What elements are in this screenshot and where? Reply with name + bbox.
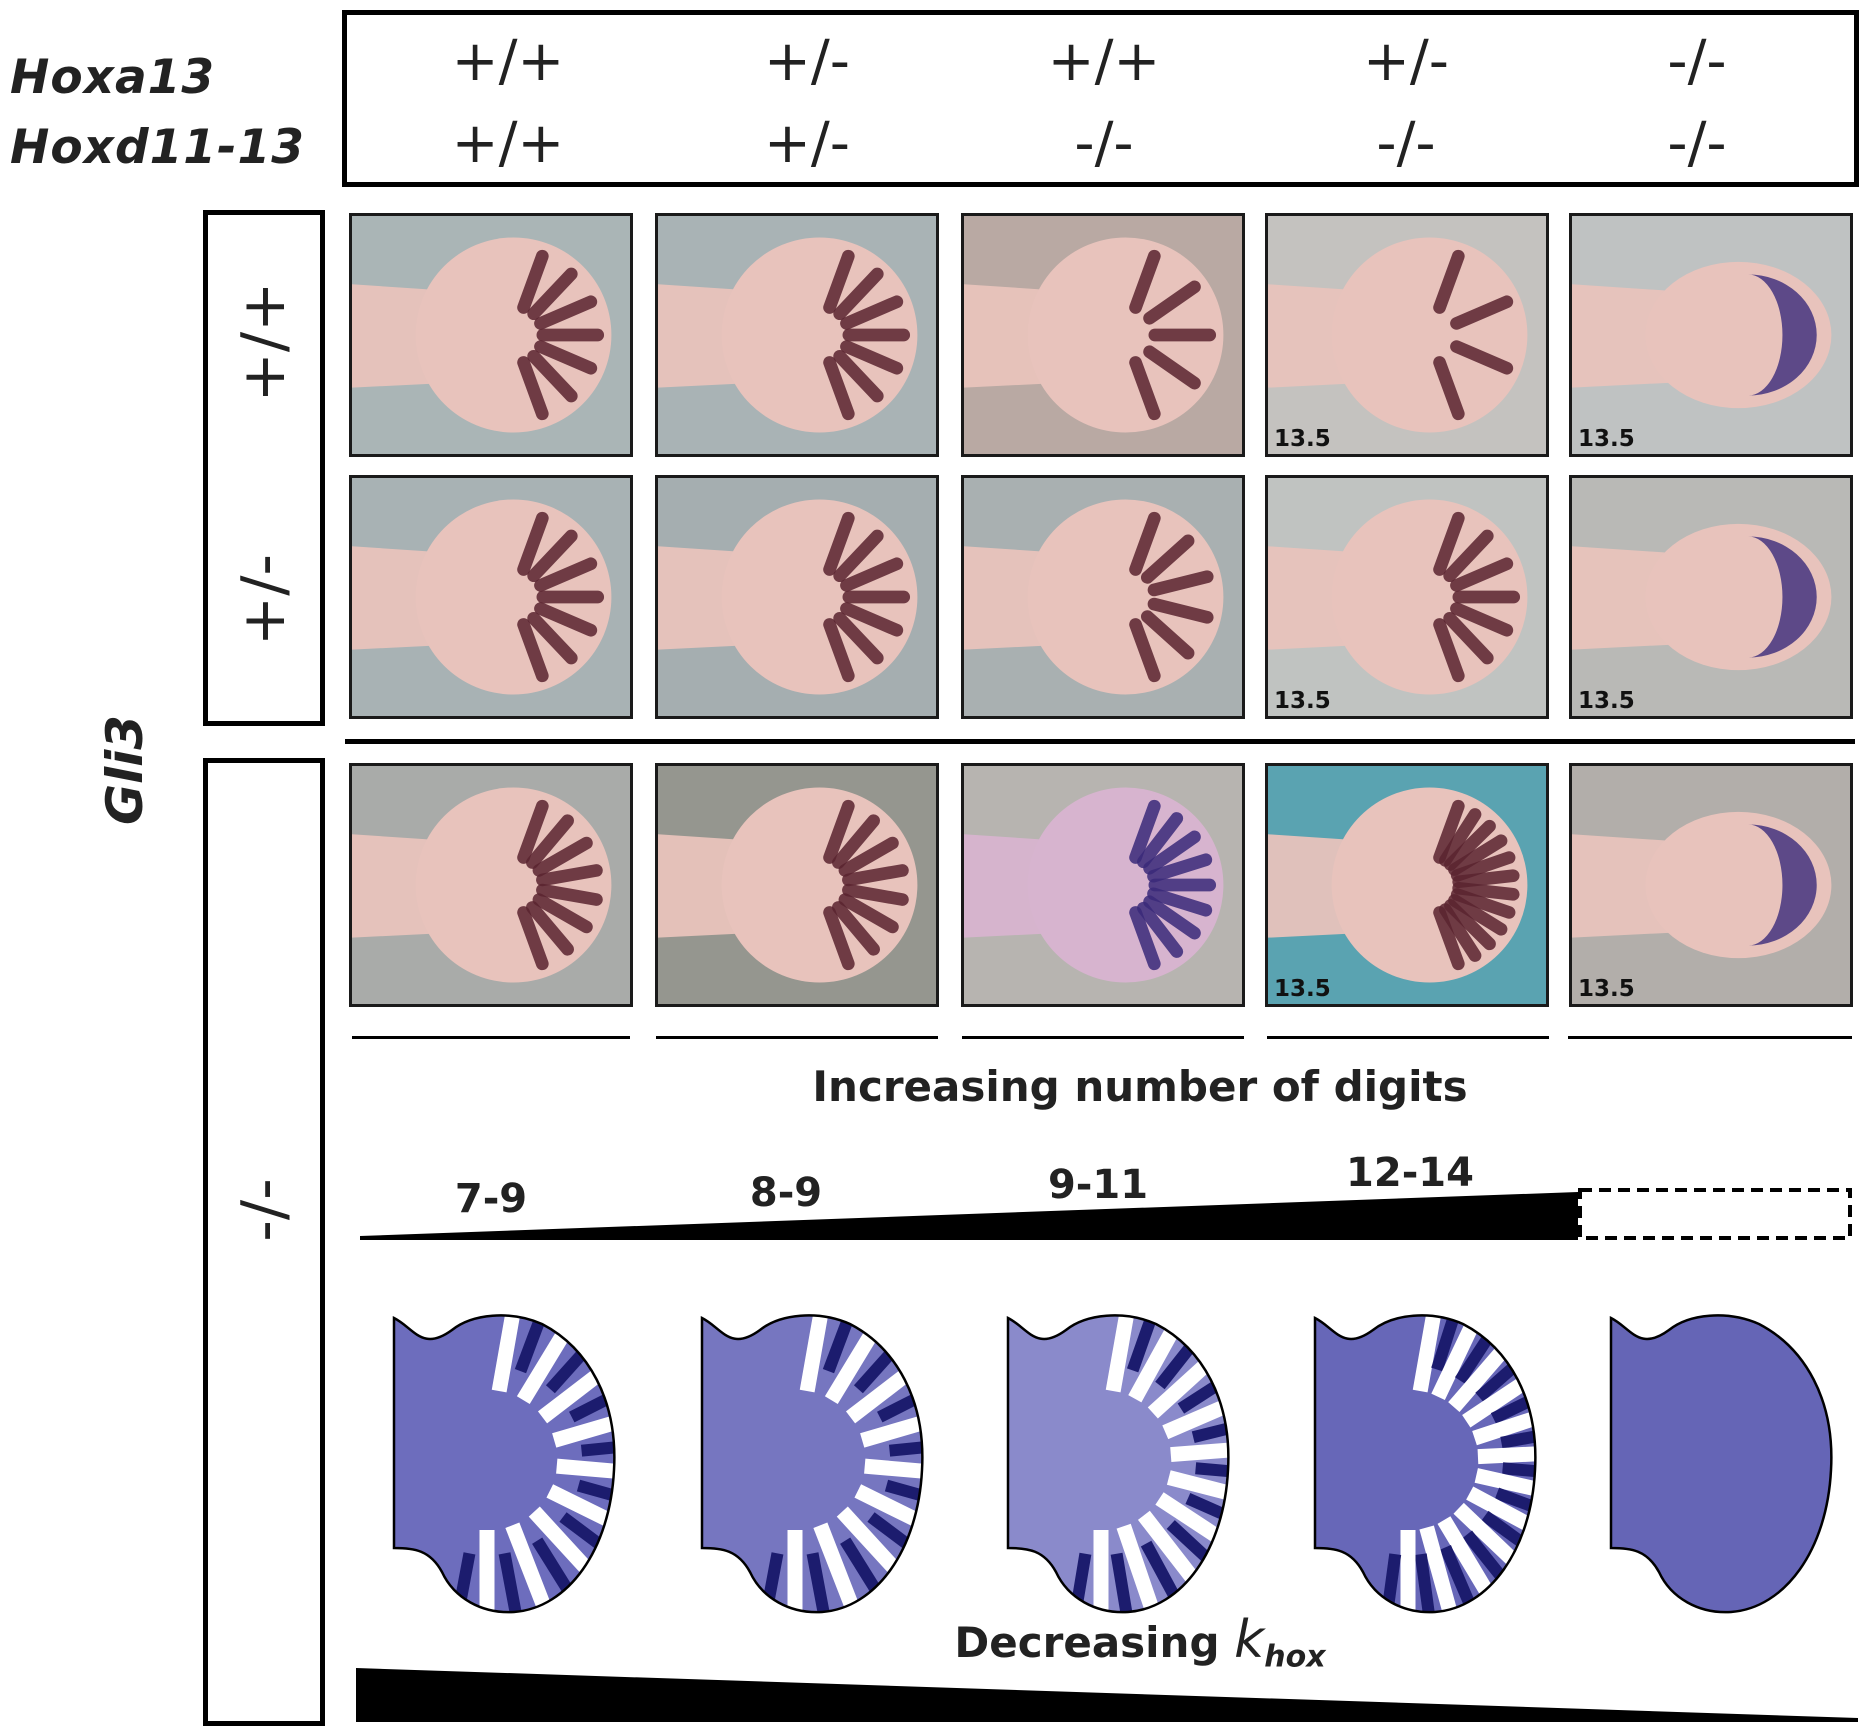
digits-dashed-box — [1578, 1188, 1852, 1240]
col2-hoxd-genotype: +/- — [764, 111, 850, 176]
digits-wedge — [360, 1192, 1578, 1240]
digit-range-2: 8-9 — [749, 1170, 823, 1216]
khox-symbol: k — [1234, 1610, 1265, 1670]
stage-label: 13.5 — [1274, 976, 1331, 1002]
limb-drawing — [1572, 261, 1832, 409]
simulation-shape-1 — [392, 1314, 616, 1614]
col3-hoxa13-genotype: +/+ — [1047, 29, 1161, 94]
hoxa13-gene-label: Hoxa13 — [10, 50, 216, 105]
limb-drawing — [658, 787, 918, 983]
limb-photo-r2-c4: 13.5 — [1265, 475, 1549, 719]
limb-drawing — [964, 237, 1224, 433]
limb-drawing — [964, 499, 1224, 695]
digit-range-1: 7-9 — [454, 1176, 528, 1222]
simulation-shape-4 — [1313, 1314, 1537, 1614]
limb-drawing — [1268, 237, 1528, 433]
col5-hoxd-genotype: -/- — [1667, 111, 1727, 176]
limb-photo-r3-c4: 13.5 — [1265, 763, 1549, 1007]
limb-drawing — [352, 787, 612, 983]
stage-label: 13.5 — [1578, 426, 1635, 452]
khox-prefix: Decreasing — [954, 1618, 1235, 1667]
khox-subscript: hox — [1264, 1639, 1326, 1675]
col4-hoxd-genotype: -/- — [1376, 111, 1436, 176]
stage-label: 13.5 — [1274, 688, 1331, 714]
digit-range-3: 9-11 — [1047, 1162, 1149, 1208]
limb-photo-r1-c1 — [349, 213, 633, 457]
col3-underline — [962, 1036, 1244, 1039]
limb-drawing — [1268, 787, 1528, 983]
limb-photo-r2-c1 — [349, 475, 633, 719]
digit-range-4: 12-14 — [1346, 1150, 1474, 1196]
limb-drawing — [658, 499, 918, 695]
limb-photo-r3-c3 — [961, 763, 1245, 1007]
col3-hoxd-genotype: -/- — [1074, 111, 1134, 176]
genotype-header-box — [342, 10, 1859, 187]
col5-hoxa13-genotype: -/- — [1667, 29, 1727, 94]
limb-photo-r1-c4: 13.5 — [1265, 213, 1549, 457]
stage-label: 13.5 — [1578, 976, 1635, 1002]
limb-photo-r2-c2 — [655, 475, 939, 719]
col4-underline — [1267, 1036, 1549, 1039]
limb-drawing — [352, 499, 612, 695]
col1-hoxa13-genotype: +/+ — [451, 29, 565, 94]
limb-photo-r1-c3 — [961, 213, 1245, 457]
limb-photo-r3-c2 — [655, 763, 939, 1007]
col4-hoxa13-genotype: +/- — [1363, 29, 1449, 94]
simulation-shape-2 — [700, 1314, 924, 1614]
limb-drawing — [658, 237, 918, 433]
gli3-het-wt-box — [203, 210, 325, 726]
limb-photo-r2-c3 — [961, 475, 1245, 719]
limb-photo-r1-c5: 13.5 — [1569, 213, 1853, 457]
khox-wedge — [356, 1668, 1858, 1722]
stage-label: 13.5 — [1274, 426, 1331, 452]
row-separator — [345, 739, 1855, 744]
limb-photo-r2-c5: 13.5 — [1569, 475, 1853, 719]
simulation-shape-5 — [1609, 1314, 1833, 1614]
digits-heading: Increasing number of digits — [812, 1062, 1468, 1111]
col5-underline — [1568, 1036, 1852, 1039]
limb-photo-r3-c5: 13.5 — [1569, 763, 1853, 1007]
limb-drawing — [1572, 523, 1832, 671]
col2-underline — [656, 1036, 938, 1039]
hoxd-gene-label: Hoxd11-13 — [10, 120, 305, 175]
khox-heading: Decreasing khox — [880, 1610, 1400, 1674]
col1-underline — [352, 1036, 630, 1039]
limb-photo-r3-c1 — [349, 763, 633, 1007]
limb-drawing — [1572, 811, 1832, 959]
col2-hoxa13-genotype: +/- — [764, 29, 850, 94]
simulation-shape-3 — [1006, 1314, 1230, 1614]
col1-hoxd-genotype: +/+ — [451, 111, 565, 176]
limb-drawing — [964, 787, 1224, 983]
limb-drawing — [352, 237, 612, 433]
limb-drawing — [1268, 499, 1528, 695]
limb-photo-r1-c2 — [655, 213, 939, 457]
gli3-null-box — [203, 758, 325, 1726]
stage-label: 13.5 — [1578, 688, 1635, 714]
